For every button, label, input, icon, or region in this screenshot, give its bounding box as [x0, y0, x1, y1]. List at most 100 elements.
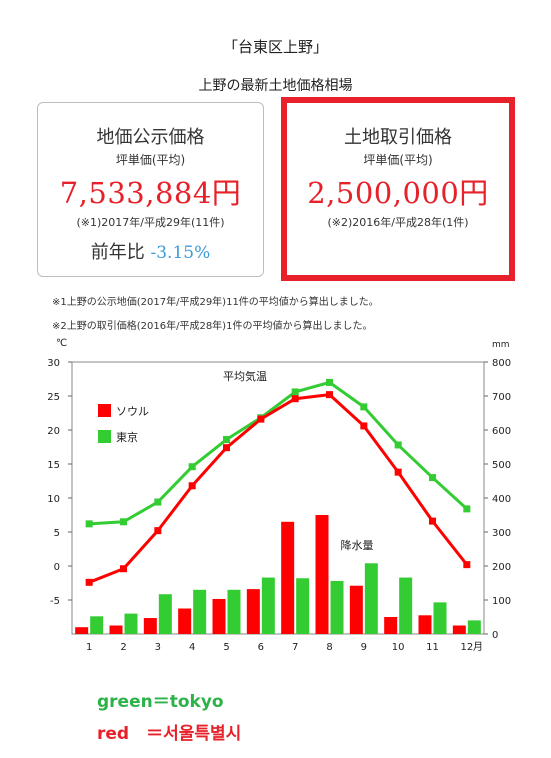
footnote-2: ※2上野の取引価格(2016年/平成28年)1件の平均値から算出しました。: [52, 321, 373, 332]
tokyo-temp-point: [85, 520, 93, 528]
bar-tokyo-precip: [193, 589, 207, 634]
page-subtitle: 上野の最新土地価格相場: [198, 78, 353, 94]
tokyo-temp-point: [223, 436, 230, 444]
footnote-1: ※1上野の公示地価(2017年/平成29年)11件の平均値から算出しました。: [52, 297, 379, 308]
color-key-green: green＝tokyo: [97, 692, 224, 712]
seoul-temp-point: [429, 517, 436, 525]
bar-seoul-precip: [384, 617, 398, 634]
y-left-axis-label: ℃: [56, 338, 67, 349]
public-price-sub: 坪単価(平均): [115, 153, 186, 167]
seoul-temp-point: [223, 444, 230, 452]
tokyo-temp-point: [291, 388, 299, 396]
plot-frame: [71, 361, 485, 635]
seoul-temp-point: [291, 395, 299, 403]
seoul-temp-point: [463, 561, 471, 569]
bar-tokyo-precip: [227, 589, 241, 634]
tokyo-temp-point: [326, 378, 333, 386]
bar-tokyo-precip: [90, 616, 104, 634]
climate-chart: -50510152025300100200300400500600700800℃…: [47, 338, 511, 653]
tokyo-temp-point: [154, 498, 162, 506]
trade-price-value: 2,500,000円: [307, 176, 489, 210]
x-tick-label: 10: [392, 642, 405, 653]
x-tick-label: 6: [258, 642, 264, 653]
x-tick-label: 12: [460, 642, 473, 653]
seoul-temp-point: [326, 391, 333, 399]
y-right-tick-label: 500: [492, 460, 511, 471]
seoul-temp-point: [394, 468, 402, 476]
color-key: green＝tokyo red ＝서울특별시: [97, 686, 241, 750]
seoul-temp-line: [88, 393, 469, 584]
bar-seoul-precip: [178, 608, 192, 634]
bar-tokyo-precip: [330, 580, 344, 634]
bar-seoul-precip: [452, 625, 466, 634]
tokyo-temp-point: [360, 403, 368, 411]
public-price-heading: 地価公示価格: [96, 127, 205, 148]
bar-seoul-precip: [109, 625, 123, 634]
y-right-tick-label: 100: [492, 596, 511, 607]
y-right-tick-label: 600: [492, 426, 511, 437]
seoul-temp-point: [85, 578, 93, 586]
seoul-temp-point: [154, 527, 162, 535]
change-value: -3.15%: [150, 243, 211, 263]
trade-price-card: 土地取引価格 坪単価(平均) 2,500,000円 (※2)2016年/平成28…: [281, 97, 515, 281]
page-title: 「台東区上野」: [222, 38, 328, 56]
bar-seoul-precip: [75, 627, 89, 634]
y-left-tick-label: -5: [50, 596, 60, 607]
public-price-change: 前年比 -3.15%: [38, 238, 263, 264]
y-left-tick-label: 15: [47, 460, 60, 471]
bar-tokyo-precip: [364, 563, 378, 634]
tokyo-temp-line: [89, 380, 468, 526]
tokyo-temp-point: [120, 518, 127, 526]
x-tick-label: 4: [189, 642, 195, 653]
x-tick-label: 11: [426, 642, 439, 653]
bar-seoul-precip: [143, 618, 157, 634]
y-right-tick-label: 200: [492, 562, 511, 573]
bar-seoul-precip: [212, 598, 226, 634]
seoul-temp-point: [188, 482, 196, 490]
legend-label-seoul: ソウル: [116, 405, 149, 418]
trade-price-sub: 坪単価(平均): [363, 153, 433, 167]
y-left-tick-label: 25: [47, 392, 60, 403]
bar-seoul-precip: [418, 615, 432, 634]
y-left-tick-label: 20: [47, 426, 60, 437]
public-price-note: (※1)2017年/平成29年(11件): [76, 216, 225, 229]
y-right-axis-label: mm: [492, 340, 510, 350]
legend-swatch-seoul: [98, 404, 111, 417]
x-tick-label: 1: [86, 642, 92, 653]
y-left-tick-label: 5: [54, 528, 60, 539]
change-label: 前年比: [90, 242, 145, 263]
color-key-red: red ＝서울특별시: [97, 724, 242, 744]
legend-label-tokyo: 東京: [116, 430, 138, 444]
y-right-tick-label: 800: [492, 358, 511, 369]
x-tick-label: 9: [361, 642, 367, 653]
x-tick-label: 2: [120, 642, 126, 653]
bar-tokyo-precip: [296, 578, 310, 634]
x-tick-label: 5: [223, 642, 229, 653]
x-tick-label: 7: [292, 642, 298, 653]
seoul-temp-point: [120, 565, 127, 573]
precip-series-label: 降水量: [341, 538, 374, 552]
tokyo-temp-point: [394, 441, 402, 449]
bar-seoul-precip: [246, 589, 260, 634]
public-price-card: 地価公示価格 坪単価(平均) 7,533,884円 (※1)2017年/平成29…: [37, 102, 264, 277]
tokyo-temp-point: [429, 474, 436, 482]
public-price-value: 7,533,884円: [59, 176, 242, 210]
bar-tokyo-precip: [158, 594, 172, 634]
y-right-tick-label: 700: [492, 392, 511, 403]
x-tick-label: 8: [326, 642, 332, 653]
tokyo-temp-point: [188, 463, 196, 471]
bar-tokyo-precip: [261, 577, 275, 634]
bar-tokyo-precip: [433, 602, 447, 634]
temp-series-label: 平均気温: [223, 369, 267, 383]
bar-tokyo-precip: [467, 620, 481, 634]
tokyo-temp-point: [463, 505, 471, 513]
x-tick-label: 3: [155, 642, 161, 653]
y-right-tick-label: 0: [492, 630, 498, 641]
bar-seoul-precip: [349, 585, 363, 634]
y-left-tick-label: 30: [47, 358, 60, 369]
bar-tokyo-precip: [399, 577, 413, 634]
bar-seoul-precip: [315, 515, 329, 634]
bar-tokyo-precip: [124, 613, 138, 634]
seoul-temp-point: [360, 422, 368, 430]
y-right-tick-label: 400: [492, 494, 511, 505]
